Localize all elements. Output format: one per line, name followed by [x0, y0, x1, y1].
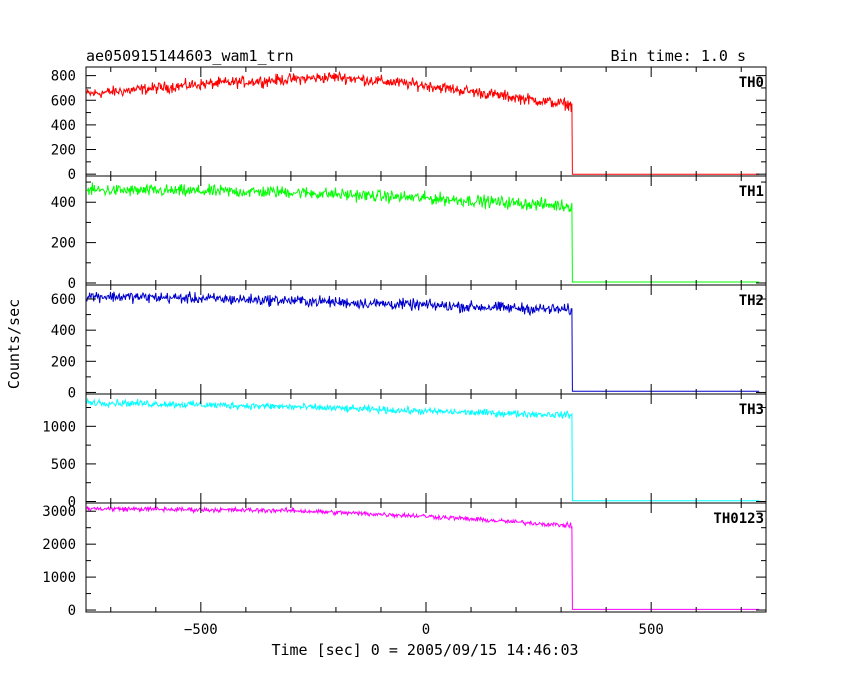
y-tick-label-th0: 0: [68, 167, 76, 183]
x-tick-label: −500: [184, 622, 218, 638]
y-tick-label-th2: 400: [51, 323, 76, 339]
x-tick-label: 0: [422, 622, 430, 638]
y-tick-label-th0: 600: [51, 93, 76, 109]
y-tick-label-th0123: 3000: [42, 504, 76, 520]
panel-frame-th0123: [85, 502, 767, 613]
y-tick-label-th0: 200: [51, 143, 76, 159]
y-tick-label-th3: 1000: [42, 419, 76, 435]
x-axis-label: Time [sec] 0 = 2005/09/15 14:46:03: [271, 641, 578, 659]
y-tick-label-th3: 500: [51, 457, 76, 473]
series-th0: [86, 70, 760, 175]
y-axis-label: Counts/sec: [5, 299, 23, 389]
series-th3: [86, 397, 760, 502]
panel-label-th1: TH1: [739, 184, 764, 200]
y-tick-label-th0: 400: [51, 118, 76, 134]
panel-label-th0123: TH0123: [713, 511, 764, 527]
y-tick-label-th1: 400: [51, 195, 76, 211]
y-tick-label-th1: 0: [68, 276, 76, 292]
y-tick-label-th2: 600: [51, 292, 76, 308]
y-tick-label-th3: 0: [68, 494, 76, 510]
y-tick-label-th0123: 2000: [42, 537, 76, 553]
bin-time-label: Bin time: 1.0 s: [611, 47, 746, 65]
series-th2: [86, 291, 760, 392]
panel-label-th2: TH2: [739, 293, 764, 309]
y-tick-label-th0123: 0: [68, 603, 76, 619]
chart-title: ae050915144603_wam1_trn: [86, 47, 294, 65]
y-tick-label-th0: 800: [51, 69, 76, 85]
panel-label-th3: TH3: [739, 402, 764, 418]
panel-label-th0: TH0: [739, 75, 764, 91]
y-tick-label-th2: 0: [68, 385, 76, 401]
panel-frame-th1: [85, 175, 767, 286]
series-th1: [86, 182, 760, 283]
y-tick-label-th1: 200: [51, 236, 76, 252]
series-th0123: [86, 505, 760, 610]
x-tick-label: 500: [639, 622, 664, 638]
y-tick-label-th0123: 1000: [42, 570, 76, 586]
panels-group: 0 200 400 600 800 TH0 0 200 400 TH1 0 200 400 600 TH2 0…: [42, 66, 767, 638]
y-tick-label-th2: 200: [51, 354, 76, 370]
panel-frame-th0: [85, 66, 767, 177]
